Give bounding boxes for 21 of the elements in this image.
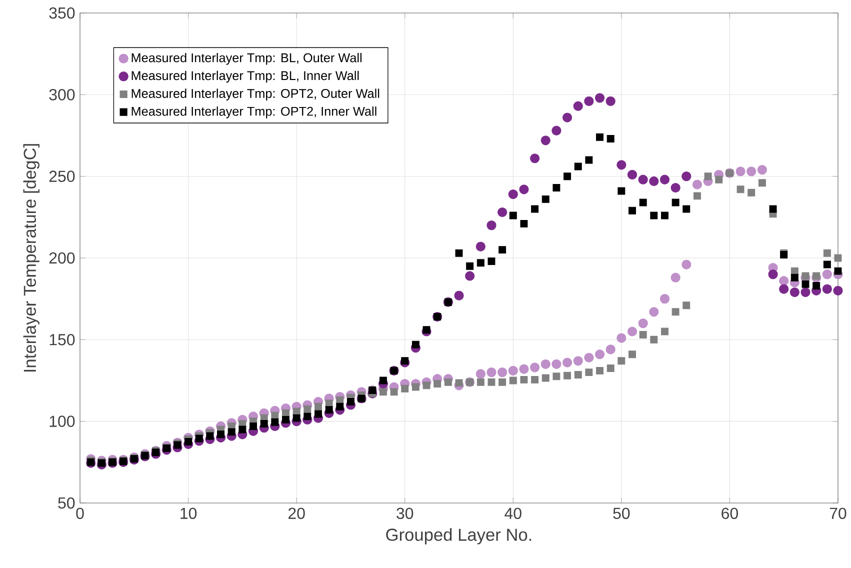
- legend-label: Measured Interlayer Tmp: BL, Outer Wall: [132, 52, 362, 65]
- x-axis-title: Grouped Layer No.: [386, 528, 532, 544]
- x-tick-label: 10: [180, 508, 197, 520]
- y-tick-label: 50: [58, 497, 75, 509]
- legend-label: Measured Interlayer Tmp: OPT2, Outer Wall: [132, 88, 380, 100]
- legend-label: Measured Interlayer Tmp: BL, Inner Wall: [132, 70, 359, 83]
- y-axis-title: Interlayer Temperature [degC]: [23, 144, 40, 372]
- legend-label: Measured Interlayer Tmp: OPT2, Inner Wall: [132, 106, 376, 118]
- x-tick-label: 60: [722, 508, 738, 520]
- y-tick-label: 150: [50, 334, 75, 346]
- y-tick-label: 100: [50, 416, 75, 427]
- x-tick-label: 20: [288, 508, 305, 520]
- x-tick-label: 30: [396, 508, 414, 520]
- x-tick-label: 50: [613, 508, 630, 520]
- x-tick-label: 70: [830, 508, 846, 520]
- y-tick-label: 200: [49, 252, 75, 264]
- y-tick-label: 250: [49, 170, 75, 182]
- y-tick-label: 300: [49, 89, 75, 100]
- x-tick-label: 0: [76, 508, 84, 520]
- y-tick-label: 350: [49, 7, 75, 19]
- x-tick-label: 40: [504, 508, 522, 520]
